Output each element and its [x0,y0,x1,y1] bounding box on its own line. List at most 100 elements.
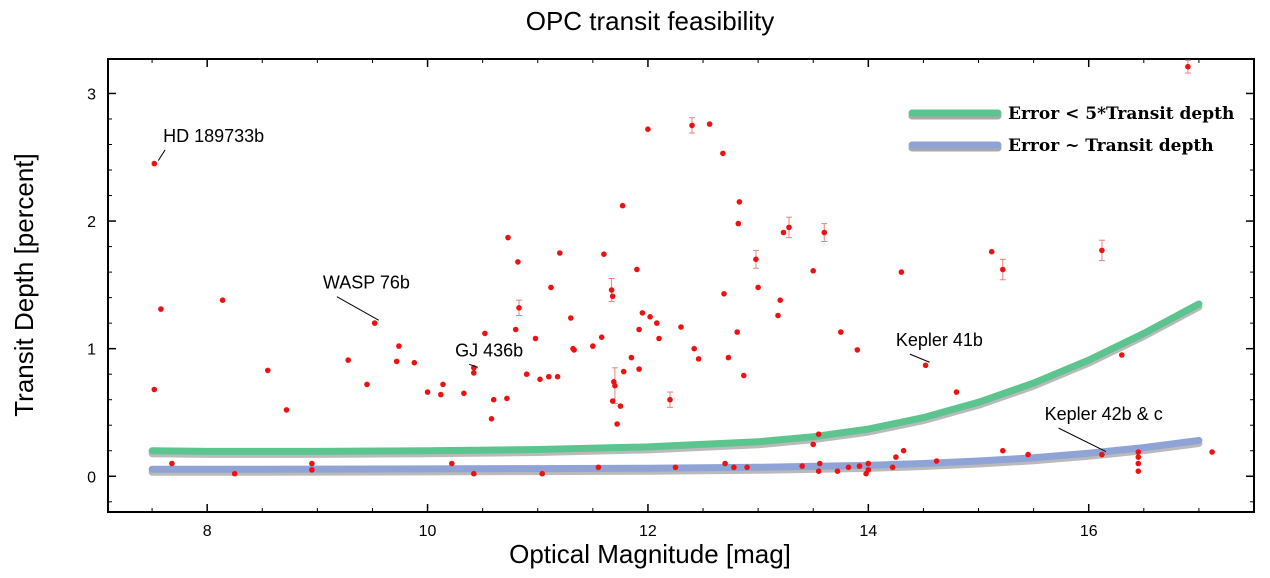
data-point-101 [866,467,872,473]
annotation-leader-0 [158,150,165,161]
annotation-leader-4 [1059,428,1106,451]
data-point-86 [781,230,787,236]
annotation-label-4: Kepler 42b & c [1045,404,1163,424]
data-point-112 [1000,448,1006,454]
annotation-label-3: Kepler 41b [896,330,983,350]
data-point-81 [744,465,750,471]
y-tick-label-0: 0 [87,469,96,486]
data-point-64 [656,336,662,342]
data-point-21 [471,471,477,477]
data-point-114 [1099,248,1105,254]
data-point-98 [855,347,861,353]
data-point-105 [899,269,905,275]
data-point-8 [309,461,315,467]
data-point-38 [555,374,561,380]
data-point-110 [989,249,995,255]
data-point-116 [1119,352,1125,358]
data-point-106 [901,448,907,454]
data-point-2 [158,306,164,312]
data-point-20 [461,391,467,397]
data-point-16 [425,389,431,395]
data-point-111 [1000,267,1006,273]
data-point-65 [667,397,673,403]
data-point-32 [524,371,530,377]
data-point-22 [471,370,477,376]
data-point-72 [720,151,726,157]
data-point-25 [489,416,495,422]
data-point-56 [629,355,635,361]
data-point-44 [596,465,602,471]
data-point-42 [571,347,577,353]
curve-0 [152,304,1199,451]
y-tick-label-3: 3 [87,86,96,103]
data-point-85 [777,297,783,303]
data-point-67 [678,324,684,330]
annotation-label-1: WASP 76b [323,273,410,293]
y-tick-label-1: 1 [87,342,96,359]
data-point-76 [731,465,737,471]
data-point-94 [822,230,828,236]
data-point-88 [799,463,805,469]
legend-label-1: Error ~ Transit depth [1008,136,1214,156]
data-point-78 [736,221,742,227]
annotation-leader-1 [337,297,379,320]
data-point-87 [786,225,792,231]
data-point-74 [722,461,728,467]
data-point-117 [1136,449,1142,455]
data-point-73 [721,291,727,297]
x-tick-label-2: 12 [639,523,657,540]
data-point-18 [440,382,446,388]
data-point-52 [614,421,620,427]
data-point-47 [609,287,615,293]
data-point-49 [610,398,616,404]
data-point-90 [810,442,816,448]
x-tick-label-1: 10 [419,523,437,540]
data-point-7 [284,407,290,413]
data-point-102 [866,461,872,467]
data-point-83 [755,285,761,291]
data-point-59 [636,366,642,372]
data-point-48 [610,294,616,300]
data-point-1 [152,387,158,393]
data-point-108 [934,458,940,464]
data-point-19 [449,461,455,467]
data-point-58 [636,327,642,333]
data-point-10 [345,357,351,363]
data-point-28 [505,235,511,241]
data-point-17 [438,392,444,398]
x-tick-label-3: 14 [859,523,877,540]
annotation-leader-3 [910,354,930,362]
x-tick-label-0: 8 [203,523,212,540]
data-point-13 [394,359,400,365]
data-point-93 [817,461,823,467]
data-point-75 [726,355,732,361]
data-point-26 [491,397,497,403]
data-point-6 [265,368,271,374]
data-point-92 [816,468,822,474]
data-point-34 [537,377,543,383]
data-point-68 [689,123,695,129]
data-point-96 [838,329,844,335]
data-point-99 [857,463,863,469]
data-point-14 [396,343,402,349]
data-point-71 [707,121,713,127]
data-point-5 [232,471,238,477]
data-point-121 [1185,64,1191,70]
data-point-79 [737,199,743,205]
x-axis-label: Optical Magnitude [mag] [509,539,791,569]
data-point-55 [621,369,627,375]
data-point-57 [634,267,640,273]
data-point-45 [599,334,605,340]
data-point-40 [568,315,574,321]
data-point-9 [309,467,315,473]
data-point-46 [601,251,607,257]
data-point-80 [741,373,747,379]
chart-title: OPC transit feasibility [526,6,775,36]
y-axis-label: Transit Depth [percent] [9,153,39,417]
data-point-61 [645,126,651,132]
data-point-43 [590,343,596,349]
data-point-122 [1209,449,1215,455]
data-point-82 [753,257,759,263]
data-point-12 [372,320,378,326]
